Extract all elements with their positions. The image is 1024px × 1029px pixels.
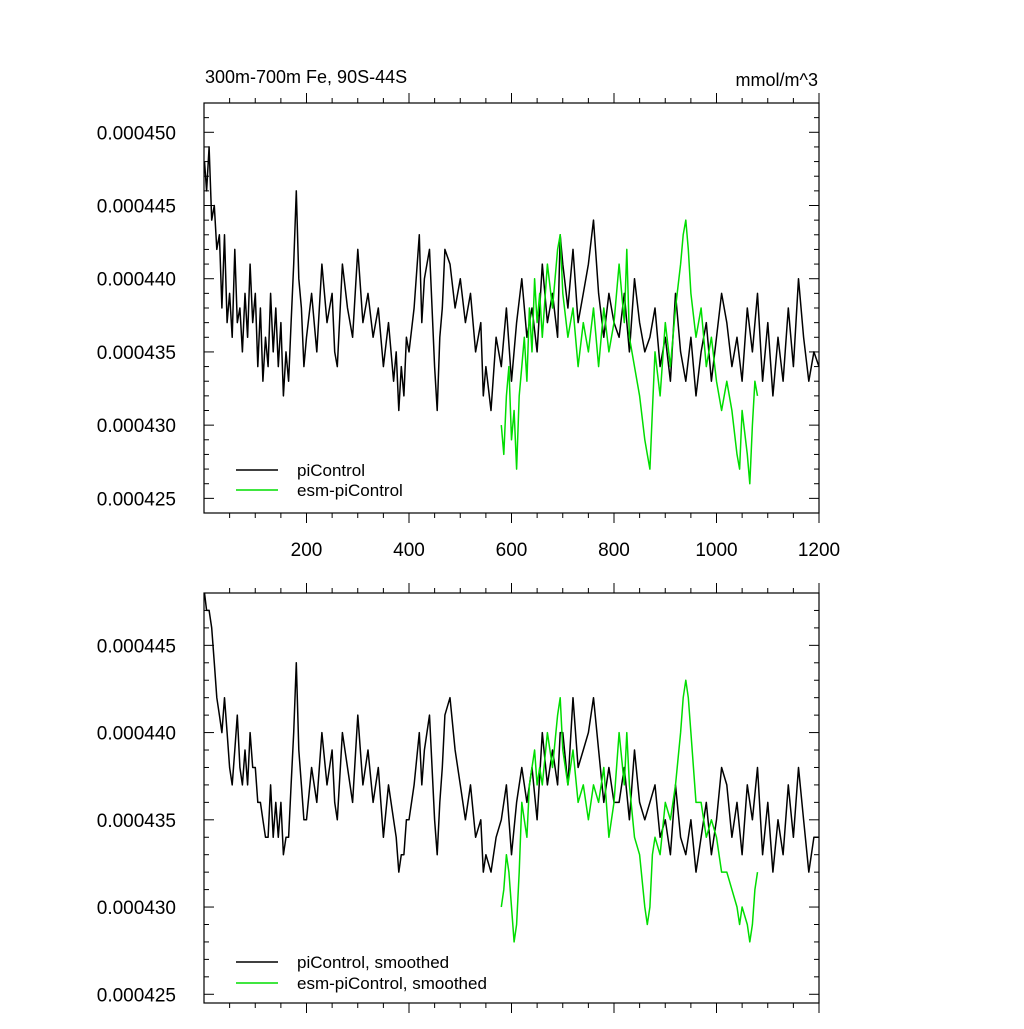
panel-top-ticks: 200 400 600 800 1000 1200 0.000425 0.000430 0.00… — [97, 93, 840, 561]
panel-bottom: 0.000425 0.000430 0.000435 0.000440 0.000445… — [97, 583, 820, 1013]
y-tick-label: 0.000440 — [97, 724, 176, 745]
x-tick-label: 1200 — [798, 540, 840, 561]
y-tick-label: 0.000430 — [97, 416, 176, 437]
panel-bottom-frame — [203, 592, 820, 1004]
series-line-picontrol — [203, 146, 820, 412]
panel-top: 200 400 600 800 1000 1200 0.000425 0.000430 0.00… — [97, 93, 840, 561]
y-tick-label: 0.000435 — [97, 811, 176, 832]
legend-label-esm-picontrol: esm-piControl — [297, 481, 403, 500]
y-tick-label: 0.000440 — [97, 270, 176, 291]
panel-top-legend: piControl esm-piControl — [236, 461, 403, 500]
chart-title: 300m-700m Fe, 90S-44S — [205, 67, 407, 87]
x-tick-label: 1000 — [695, 540, 737, 561]
legend-label-picontrol: piControl — [297, 461, 365, 480]
panel-bottom-series — [203, 592, 819, 943]
x-tick-label: 400 — [393, 540, 425, 561]
y-tick-label: 0.000445 — [97, 636, 176, 657]
y-tick-label: 0.000430 — [97, 898, 176, 919]
y-tick-label: 0.000425 — [97, 489, 176, 510]
y-tick-label: 0.000425 — [97, 985, 176, 1006]
y-tick-label: 0.000435 — [97, 343, 176, 364]
series-line-picontrol-smoothed — [203, 592, 819, 873]
panel-bottom-ticks: 0.000425 0.000430 0.000435 0.000440 0.000445 — [97, 583, 820, 1013]
y-tick-label: 0.000450 — [97, 123, 176, 144]
legend-label-esm-picontrol-smoothed: esm-piControl, smoothed — [297, 974, 487, 993]
x-tick-label: 200 — [291, 540, 323, 561]
panel-bottom-legend: piControl, smoothed esm-piControl, smoot… — [236, 953, 487, 993]
series-line-esm-picontrol — [500, 219, 759, 485]
series-line-esm-picontrol-smoothed — [500, 679, 759, 943]
units-label: mmol/m^3 — [736, 70, 818, 90]
x-tick-label: 800 — [598, 540, 630, 561]
legend-label-picontrol-smoothed: piControl, smoothed — [297, 953, 449, 972]
panel-top-series — [203, 146, 820, 485]
x-tick-label: 600 — [496, 540, 528, 561]
y-tick-label: 0.000445 — [97, 197, 176, 218]
panel-top-frame — [203, 102, 820, 514]
